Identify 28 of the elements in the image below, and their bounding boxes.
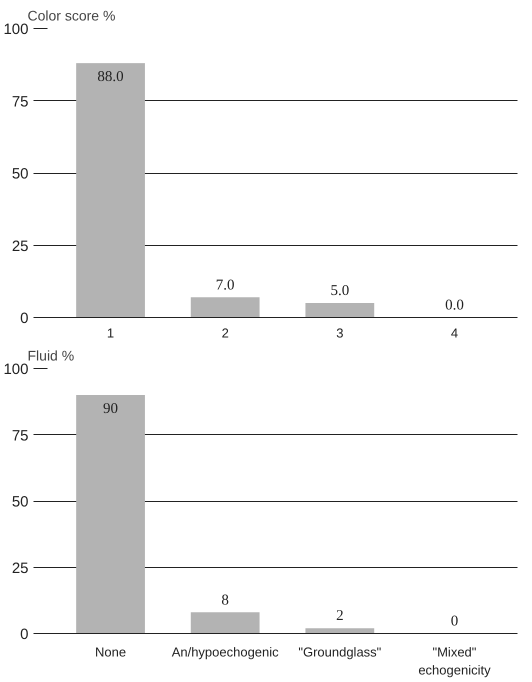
data-label: 2 (336, 608, 344, 624)
x-tick-label: 4 (450, 326, 458, 340)
y-tick-label: 50 (12, 494, 29, 510)
y-axis-title: Fluid % (28, 348, 74, 364)
y-tick-label: 0 (20, 626, 28, 643)
y-tick-label: 100 (3, 21, 29, 38)
x-tick-label: "Groundglass" (298, 644, 382, 660)
y-tick-label: 50 (12, 166, 29, 182)
y-tick-label: 0 (20, 310, 28, 327)
y-tick-label: 75 (12, 93, 29, 110)
x-tick-label: An/hypoechogenic (172, 644, 280, 660)
data-label: 7.0 (216, 277, 235, 294)
y-tick-label: 75 (12, 427, 29, 444)
data-label: 0 (450, 614, 458, 630)
y-tick-label: 25 (12, 560, 29, 577)
data-label: 5.0 (330, 283, 350, 300)
x-tick-label: "Mixed" echogenicity (418, 644, 492, 678)
data-label: 90 (103, 401, 118, 417)
y-tick-label: 100 (3, 361, 29, 378)
y-tick-label: 25 (12, 238, 29, 255)
data-label: 0.0 (445, 298, 464, 314)
x-tick-label: None (95, 644, 126, 660)
x-tick-label: 3 (336, 326, 344, 340)
data-label: 88.0 (97, 69, 124, 86)
data-label: 8 (221, 592, 229, 608)
x-tick-label: 1 (106, 326, 114, 340)
y-axis-title: Color score % (28, 8, 116, 24)
x-tick-label: 2 (222, 326, 229, 340)
